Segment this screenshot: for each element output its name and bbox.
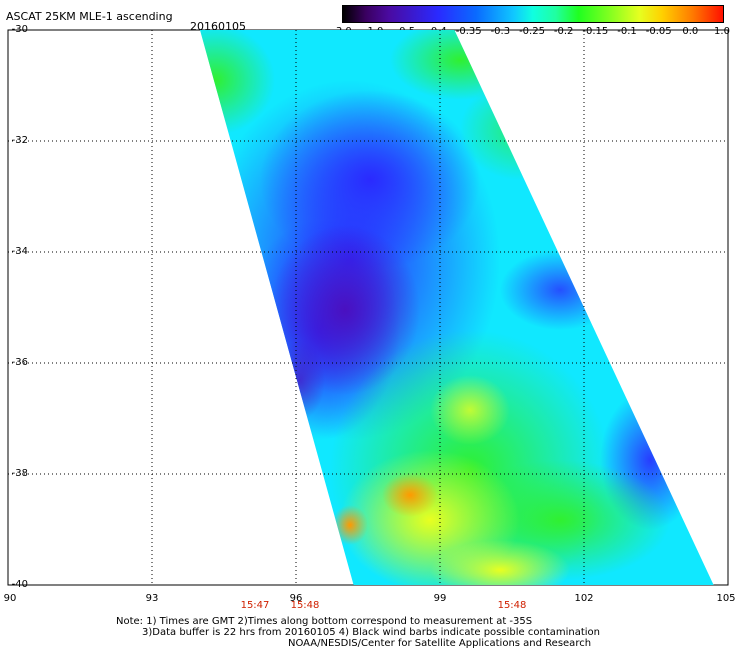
latitude-label: -30 [11, 24, 28, 35]
latitude-label: -32 [11, 135, 28, 146]
colorbar-tick-label: 1.0 [714, 26, 730, 37]
longitude-label: 102 [574, 593, 594, 604]
time-label: 15:48 [290, 600, 320, 611]
chart-title: ASCAT 25KM MLE-1 ascending [6, 10, 173, 23]
colorbar-tick-label: -0.2 [553, 26, 574, 37]
longitude-label: 105 [716, 593, 736, 604]
latitude-label: -38 [11, 468, 28, 479]
longitude-label: 93 [145, 593, 159, 604]
colorbar-tick-label: -0.05 [645, 26, 672, 37]
colorbar-tick-label: -0.35 [455, 26, 482, 37]
note-line-1: Note: 1) Times are GMT 2)Times along bot… [116, 616, 533, 627]
latitude-label: -34 [11, 246, 28, 257]
latitude-label: -40 [11, 579, 28, 590]
colorbar-tick-label: -0.1 [617, 26, 637, 37]
colorbar-tick-label: -0.15 [582, 26, 609, 37]
colorbar-tick-label: 0.0 [682, 26, 699, 37]
longitude-label: 96 [289, 593, 303, 604]
longitude-label: 90 [3, 593, 17, 604]
colorbar-tick-label: -0.25 [519, 26, 545, 37]
graticule [8, 30, 728, 585]
note-line-3: NOAA/NESDIS/Center for Satellite Applica… [288, 638, 592, 649]
colorbar [342, 5, 724, 23]
longitude-label: 99 [433, 593, 447, 604]
time-label: 15:47 [240, 600, 270, 611]
time-label: 15:48 [497, 600, 527, 611]
colorbar-tick-label: -0.3 [490, 26, 511, 37]
latitude-label: -36 [11, 357, 28, 368]
note-line-2: 3)Data buffer is 22 hrs from 20160105 4)… [142, 627, 600, 638]
